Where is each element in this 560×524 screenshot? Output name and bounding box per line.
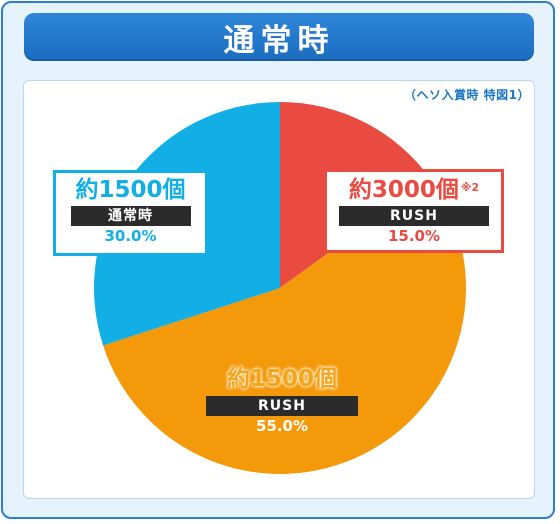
slice-mode-normal: 通常時 (70, 206, 191, 226)
footnote-mark: ※2 (460, 181, 480, 194)
slice-percent-rush-1500: 55.0% (255, 417, 309, 435)
label-box-rush-3000: 約3000個 ※2 RUSH 15.0% (324, 169, 504, 253)
label-box-normal: 約1500個 通常時 30.0% (53, 170, 208, 256)
chart-title: 通常時 (223, 22, 335, 59)
slice-percent-normal: 30.0% (104, 227, 157, 245)
label-rush-1500: 約1500個 RUSH 55.0% (205, 364, 359, 436)
slice-mode-rush-1500: RUSH (206, 396, 358, 416)
chart-note: （ヘソ入賞時 特図1） (403, 88, 530, 102)
slice-amount-rush-3000-text: 約3000個 (348, 177, 459, 203)
title-bar: 通常時 (24, 13, 534, 61)
slice-mode-rush-3000: RUSH (339, 206, 489, 226)
slice-percent-rush-3000: 15.0% (387, 227, 441, 245)
slice-amount-rush-1500: 約1500個 (226, 366, 337, 392)
slice-amount-normal: 約1500個 (75, 177, 186, 203)
slice-amount-rush-3000: 約3000個 ※2 (327, 174, 501, 204)
